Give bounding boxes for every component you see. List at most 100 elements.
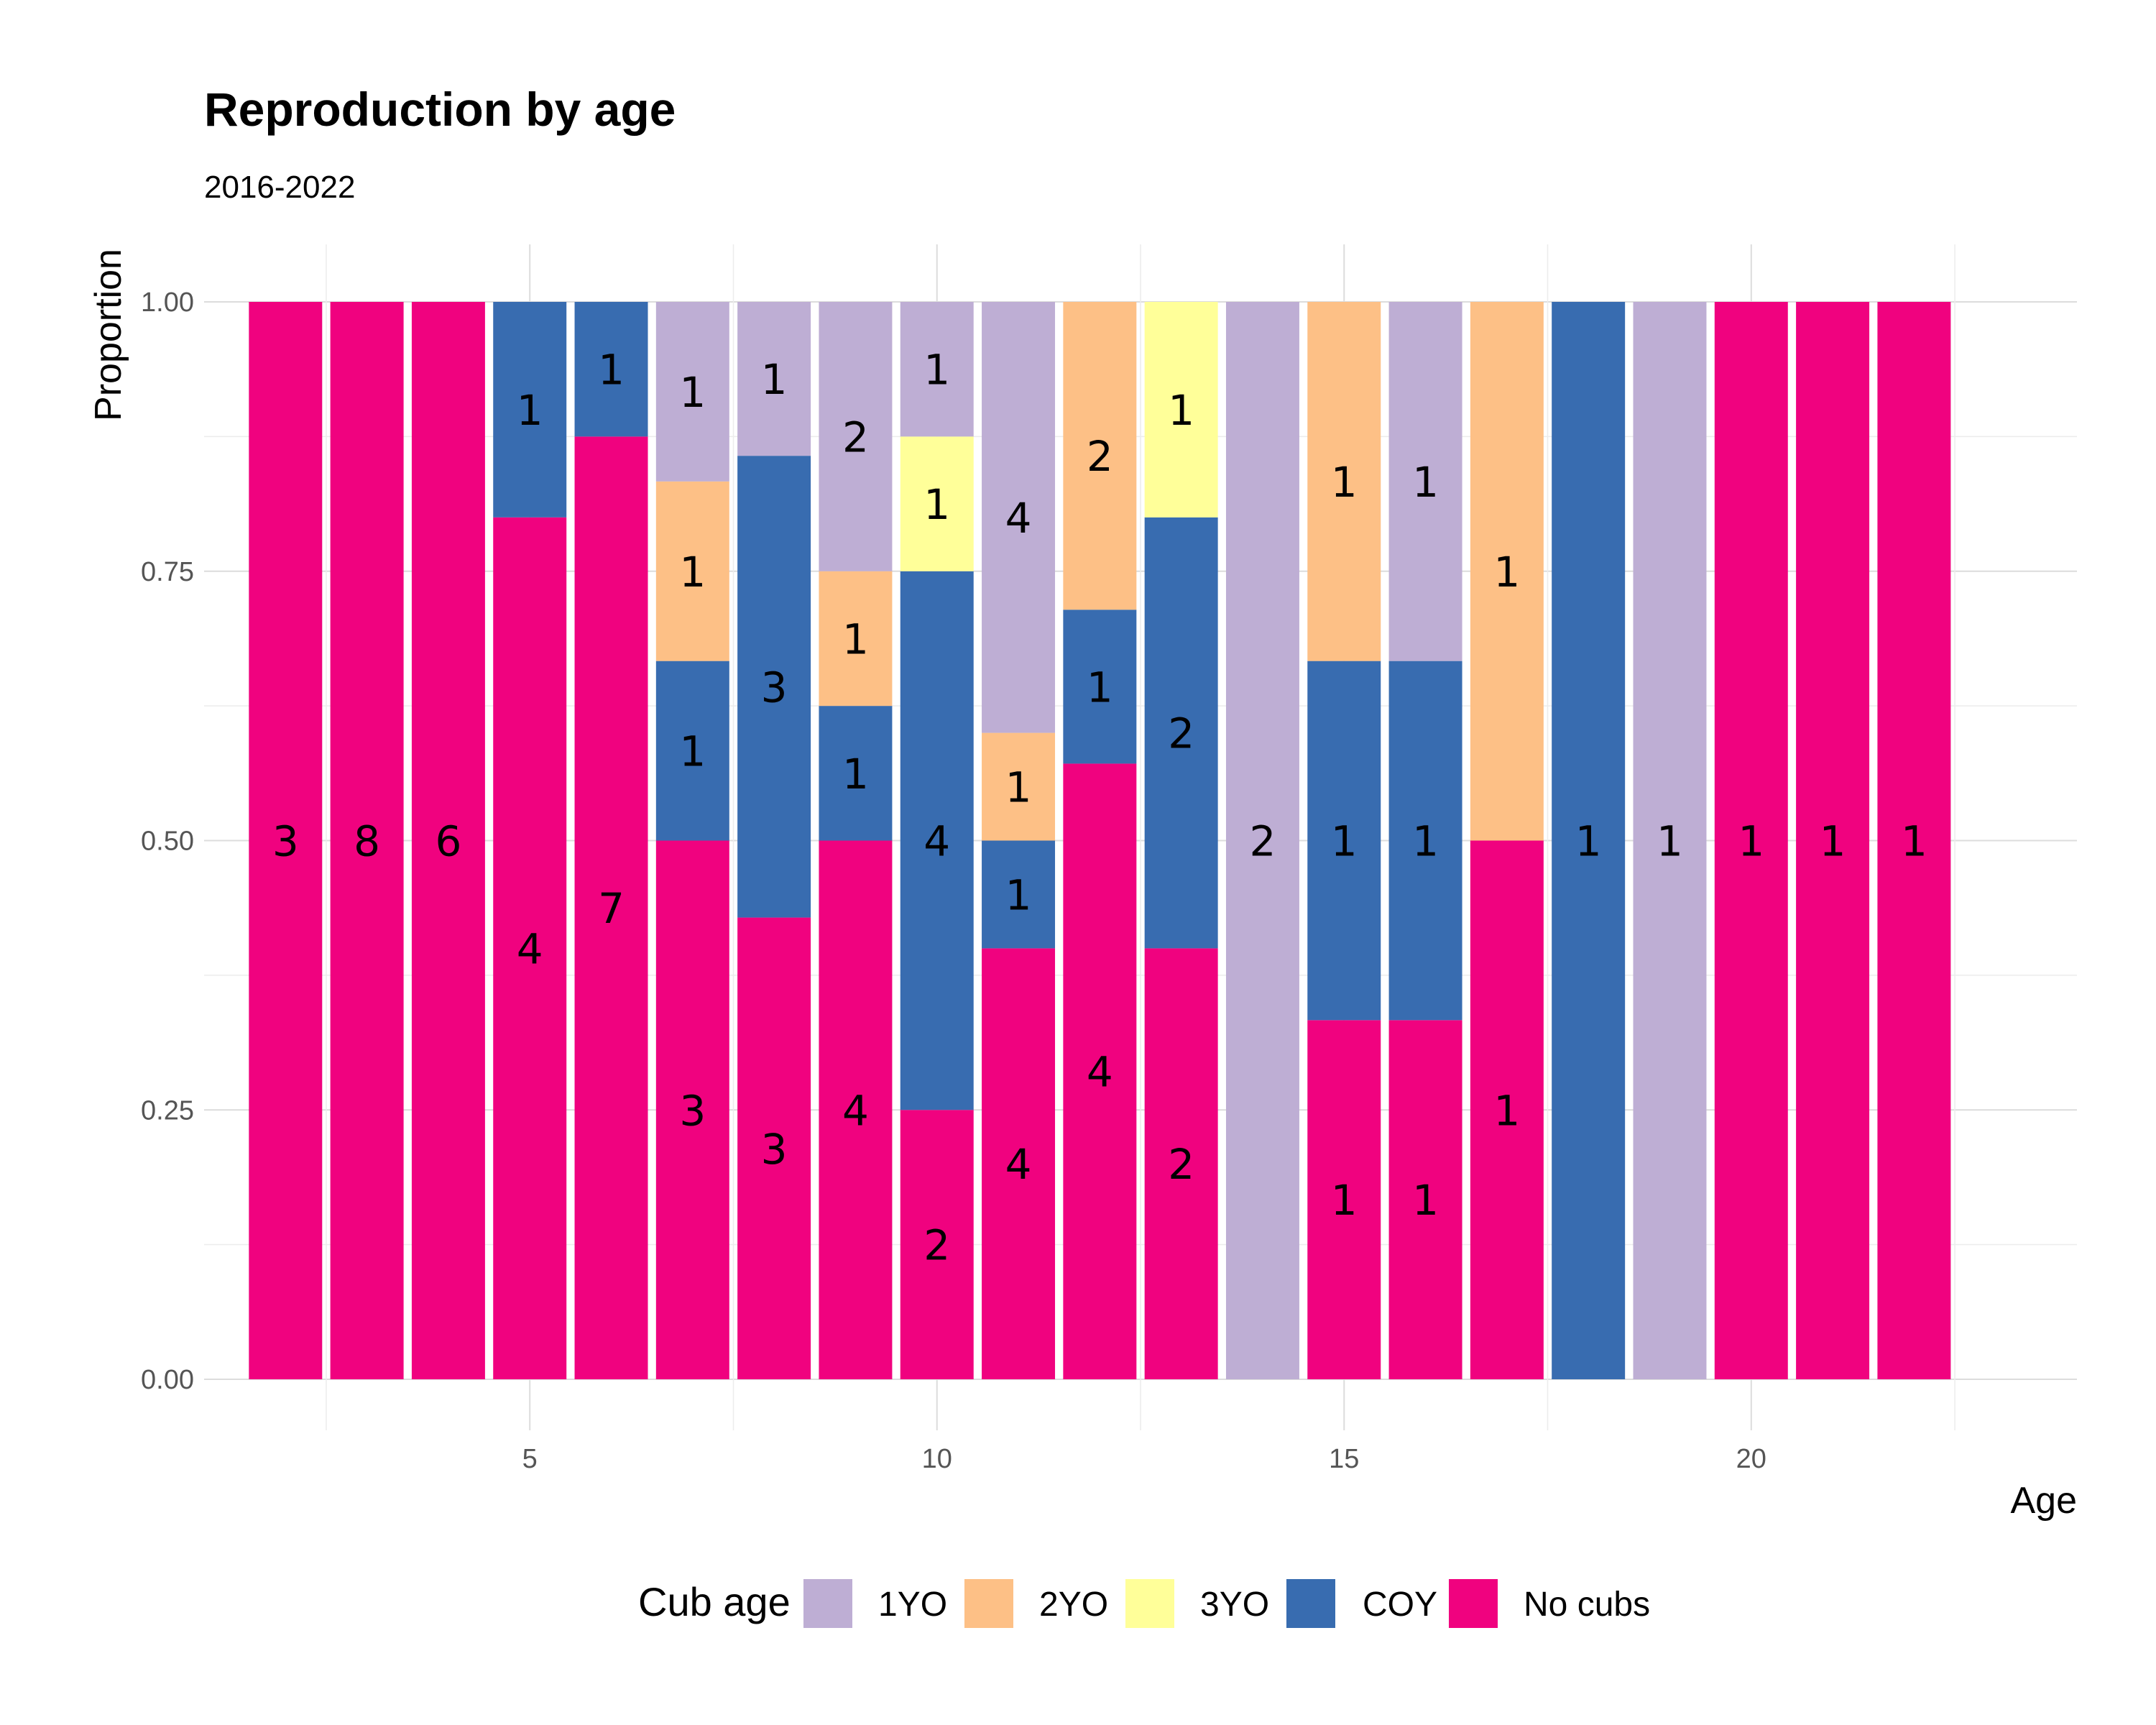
segment-count-label: 2 xyxy=(1168,709,1194,758)
bar-segment-age-9-no-cubs xyxy=(819,840,893,1379)
segment-count-label: 3 xyxy=(679,1086,706,1135)
segment-count-label: 1 xyxy=(679,368,706,417)
segment-count-label: 4 xyxy=(1087,1048,1113,1097)
bar-segment-age-17-2yo xyxy=(1470,302,1544,841)
bar-segment-age-11-2yo xyxy=(982,732,1056,841)
bar-segment-age-8-no-cubs xyxy=(737,917,811,1379)
legend-key-2yo xyxy=(964,1579,1013,1628)
chart-title: Reproduction by age xyxy=(204,83,676,136)
legend-label: No cubs xyxy=(1524,1586,1650,1624)
legend-key-1yo xyxy=(803,1579,852,1628)
segment-count-label: 1 xyxy=(1005,870,1032,919)
legend-key-no-cubs xyxy=(1449,1579,1498,1628)
segment-count-label: 1 xyxy=(923,480,950,529)
segment-count-label: 8 xyxy=(354,817,380,866)
bar-segment-age-16-1yo xyxy=(1388,302,1462,661)
bar-segment-age-7-no-cubs xyxy=(655,840,729,1379)
segment-count-label: 3 xyxy=(761,663,788,712)
legend-label: 2YO xyxy=(1039,1586,1108,1624)
segment-count-label: 2 xyxy=(1168,1140,1194,1189)
legend-label: 1YO xyxy=(878,1586,947,1624)
bar-segment-age-10-no-cubs xyxy=(900,1110,974,1379)
y-axis-title: Proportion xyxy=(88,249,129,421)
x-axis-ticks: 5 10 15 20 xyxy=(522,1444,1766,1474)
bars xyxy=(249,302,1951,1379)
segment-count-label: 4 xyxy=(1005,494,1032,543)
segment-count-label: 3 xyxy=(272,817,299,866)
segment-count-label: 2 xyxy=(923,1221,950,1270)
segment-count-label: 1 xyxy=(1412,817,1439,866)
segment-count-label: 1 xyxy=(1575,817,1602,866)
bar-segment-age-17-no-cubs xyxy=(1470,840,1544,1379)
segment-count-label: 1 xyxy=(598,346,625,395)
bar-segment-age-15-no-cubs xyxy=(1307,1020,1381,1379)
x-tick-label: 15 xyxy=(1329,1444,1359,1474)
x-tick-label: 5 xyxy=(522,1444,538,1474)
segment-count-label: 1 xyxy=(1331,458,1358,507)
segment-count-label: 1 xyxy=(1738,817,1764,866)
bar-segment-age-9-2yo xyxy=(819,571,893,707)
bar-segment-age-6-no-cubs xyxy=(574,436,648,1379)
y-tick-label: 0.25 xyxy=(141,1095,194,1126)
y-tick-label: 0.00 xyxy=(141,1365,194,1395)
bar-segment-age-10-3yo xyxy=(900,436,974,571)
bar-segment-age-12-coy xyxy=(1063,610,1137,764)
segment-count-label: 1 xyxy=(1493,548,1520,597)
segment-count-label: 1 xyxy=(842,750,869,799)
legend-title: Cub age xyxy=(638,1579,791,1624)
y-tick-label: 0.50 xyxy=(141,827,194,857)
segment-count-label: 1 xyxy=(1657,817,1683,866)
segment-count-label: 4 xyxy=(517,924,543,973)
segment-count-label: 1 xyxy=(1168,386,1194,435)
segment-count-label: 1 xyxy=(842,615,869,663)
segment-count-label: 1 xyxy=(1412,1176,1439,1225)
bar-segment-age-8-coy xyxy=(737,456,811,918)
bar-segment-age-5-coy xyxy=(493,302,567,518)
bar-segment-age-3-no-cubs xyxy=(330,302,404,1379)
segment-count-label: 6 xyxy=(435,817,461,866)
bar-segment-age-19-1yo xyxy=(1633,302,1707,1379)
y-tick-label: 0.75 xyxy=(141,557,194,587)
legend-key-3yo xyxy=(1125,1579,1174,1628)
segment-count-label: 4 xyxy=(842,1086,869,1135)
segment-count-label: 1 xyxy=(1331,817,1358,866)
segment-count-label: 2 xyxy=(1250,817,1276,866)
bar-segment-age-13-no-cubs xyxy=(1144,948,1218,1379)
legend: Cub age 1YO 2YO 3YO COY No cubs xyxy=(638,1579,1650,1628)
segment-count-label: 1 xyxy=(761,355,788,404)
bar-segment-age-6-coy xyxy=(574,302,648,437)
bar-segment-age-11-no-cubs xyxy=(982,948,1056,1379)
legend-key-coy xyxy=(1286,1579,1335,1628)
segment-count-label: 2 xyxy=(842,413,869,461)
y-tick-label: 1.00 xyxy=(141,288,194,318)
bar-segment-age-22-no-cubs xyxy=(1877,302,1951,1379)
bar-segment-age-20-no-cubs xyxy=(1714,302,1788,1379)
bar-segment-age-14-1yo xyxy=(1225,302,1299,1379)
segment-count-label: 3 xyxy=(761,1125,788,1174)
bar-segment-age-7-coy xyxy=(655,661,729,841)
bar-segment-age-15-2yo xyxy=(1307,302,1381,661)
x-tick-label: 10 xyxy=(922,1444,952,1474)
bar-segment-age-7-1yo xyxy=(655,302,729,482)
bar-segment-age-5-no-cubs xyxy=(493,517,567,1379)
bar-segment-age-4-no-cubs xyxy=(411,302,485,1379)
segment-count-label: 1 xyxy=(1412,458,1439,507)
bar-segment-age-2-no-cubs xyxy=(249,302,323,1379)
bar-segment-age-21-no-cubs xyxy=(1796,302,1870,1379)
bar-segment-age-11-coy xyxy=(982,840,1056,949)
segment-count-label: 1 xyxy=(679,548,706,597)
bar-segment-age-15-coy xyxy=(1307,661,1381,1021)
bar-segment-age-12-2yo xyxy=(1063,302,1137,610)
segment-labels: 3 8 64171311133141122411411441222121111111… xyxy=(272,346,1927,1270)
segment-count-label: 1 xyxy=(1493,1086,1520,1135)
segment-count-label: 7 xyxy=(598,884,625,933)
bar-segment-age-7-2yo xyxy=(655,481,729,661)
segment-count-label: 2 xyxy=(1087,432,1113,481)
bar-segment-age-13-coy xyxy=(1144,517,1218,949)
segment-count-label: 1 xyxy=(679,727,706,776)
chart-subtitle: 2016-2022 xyxy=(204,170,355,205)
segment-count-label: 1 xyxy=(923,346,950,395)
bar-segment-age-13-3yo xyxy=(1144,302,1218,518)
bar-segment-age-9-1yo xyxy=(819,302,893,571)
